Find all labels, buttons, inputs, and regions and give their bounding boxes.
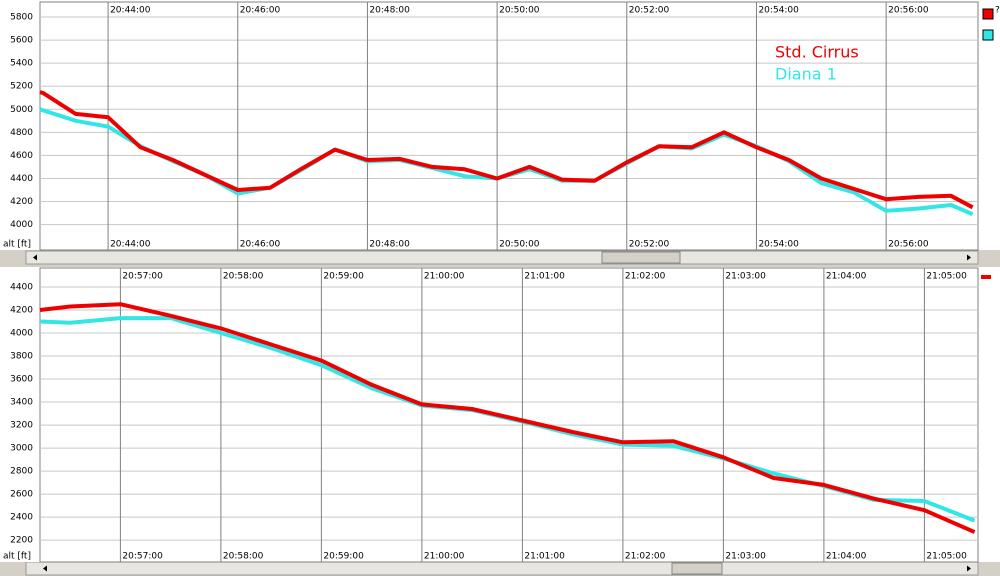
x-tick-label: 21:03:00 [725,272,766,282]
data-line [39,302,976,534]
scrollbar-bottom[interactable] [25,561,979,576]
scrollbar-top[interactable] [25,250,979,265]
y-tick-label: 4200 [10,306,33,316]
y-tick-label: 5600 [10,36,33,46]
y-tick-label: 3800 [10,352,33,362]
x-tick-label: 20:59:00 [323,552,364,562]
scroll-right-arrow[interactable] [967,565,971,572]
x-tick-label: 20:46:00 [240,240,281,250]
x-tick-label: 21:01:00 [524,552,565,562]
x-tick-label: 20:52:00 [629,6,670,16]
y-tick-label: 4600 [10,151,33,161]
y-tick-label: 3200 [10,421,33,431]
scroll-track [25,250,979,265]
y-tick-label: 5400 [10,59,33,69]
x-tick-label: 20:44:00 [110,240,151,250]
x-tick-label: 20:58:00 [223,272,264,282]
y-tick-label: 2400 [10,513,33,523]
legend-swatch [981,275,991,279]
x-tick-label: 20:54:00 [758,6,799,16]
y-tick-label: 4400 [10,174,33,184]
x-tick-label: 21:00:00 [424,272,465,282]
y-tick-label: 4000 [10,329,33,339]
chart-panel: 2200 2400 2600 2800 3000 3200 3400 3600 3800 4000… [0,267,1000,563]
x-tick-label: 20:56:00 [888,6,929,16]
y-tick-label: 5800 [10,12,33,22]
x-tick-label: 20:52:00 [629,240,670,250]
x-tick-label: 20:46:00 [240,6,281,16]
x-tick-label: 20:50:00 [499,6,540,16]
x-tick-label: 21:04:00 [826,552,867,562]
chart-panel: 4000 4200 4400 4600 4800 5000 5200 5400 5600 5800… [0,0,1000,251]
x-tick-label: 20:54:00 [758,240,799,250]
y-tick-label: 4400 [10,282,33,292]
legend-marker-label: ? [995,6,1000,16]
y-tick-label: 2600 [10,490,33,500]
y-tick-label: 4000 [10,220,33,230]
x-tick-label: 21:04:00 [826,272,867,282]
x-tick-label: 20:50:00 [499,240,540,250]
legend-label: Std. Cirrus [775,43,859,62]
y-tick-label: 4800 [10,128,33,138]
x-tick-label: 20:57:00 [122,552,163,562]
x-tick-label: 21:03:00 [725,552,766,562]
scroll-right-arrow[interactable] [967,254,971,261]
y-tick-label: 5200 [10,82,33,92]
x-tick-label: 20:58:00 [223,552,264,562]
x-tick-label: 21:02:00 [625,272,666,282]
scroll-left-arrow[interactable] [43,565,47,572]
x-tick-label: 20:48:00 [369,240,410,250]
plot-area [39,267,979,563]
x-tick-label: 20:59:00 [323,272,364,282]
x-tick-label: 20:48:00 [369,6,410,16]
y-tick-label: 5000 [10,105,33,115]
plot-area [39,1,979,251]
y-tick-label: 2800 [10,467,33,477]
legend-swatch [982,29,994,41]
x-tick-label: 20:57:00 [122,272,163,282]
scroll-left-arrow[interactable] [33,254,37,261]
scroll-thumb[interactable] [601,251,681,264]
x-tick-label: 20:56:00 [888,240,929,250]
x-tick-label: 21:00:00 [424,552,465,562]
x-tick-label: 21:02:00 [625,552,666,562]
y-tick-label: 3000 [10,444,33,454]
y-tick-label: 3600 [10,375,33,385]
x-tick-label: 21:05:00 [926,552,967,562]
x-tick-label: 21:01:00 [524,272,565,282]
scroll-thumb[interactable] [671,562,723,575]
x-tick-label: 21:05:00 [926,272,967,282]
scroll-track [25,561,979,576]
legend-label: Diana 1 [775,65,837,84]
y-axis-label: alt [ft] [3,240,31,250]
y-axis-label: alt [ft] [3,552,31,562]
legend-swatch [982,8,994,20]
y-tick-label: 4200 [10,197,33,207]
y-tick-label: 3400 [10,398,33,408]
y-tick-label: 2200 [10,536,33,546]
x-tick-label: 20:44:00 [110,6,151,16]
data-line [39,90,974,210]
